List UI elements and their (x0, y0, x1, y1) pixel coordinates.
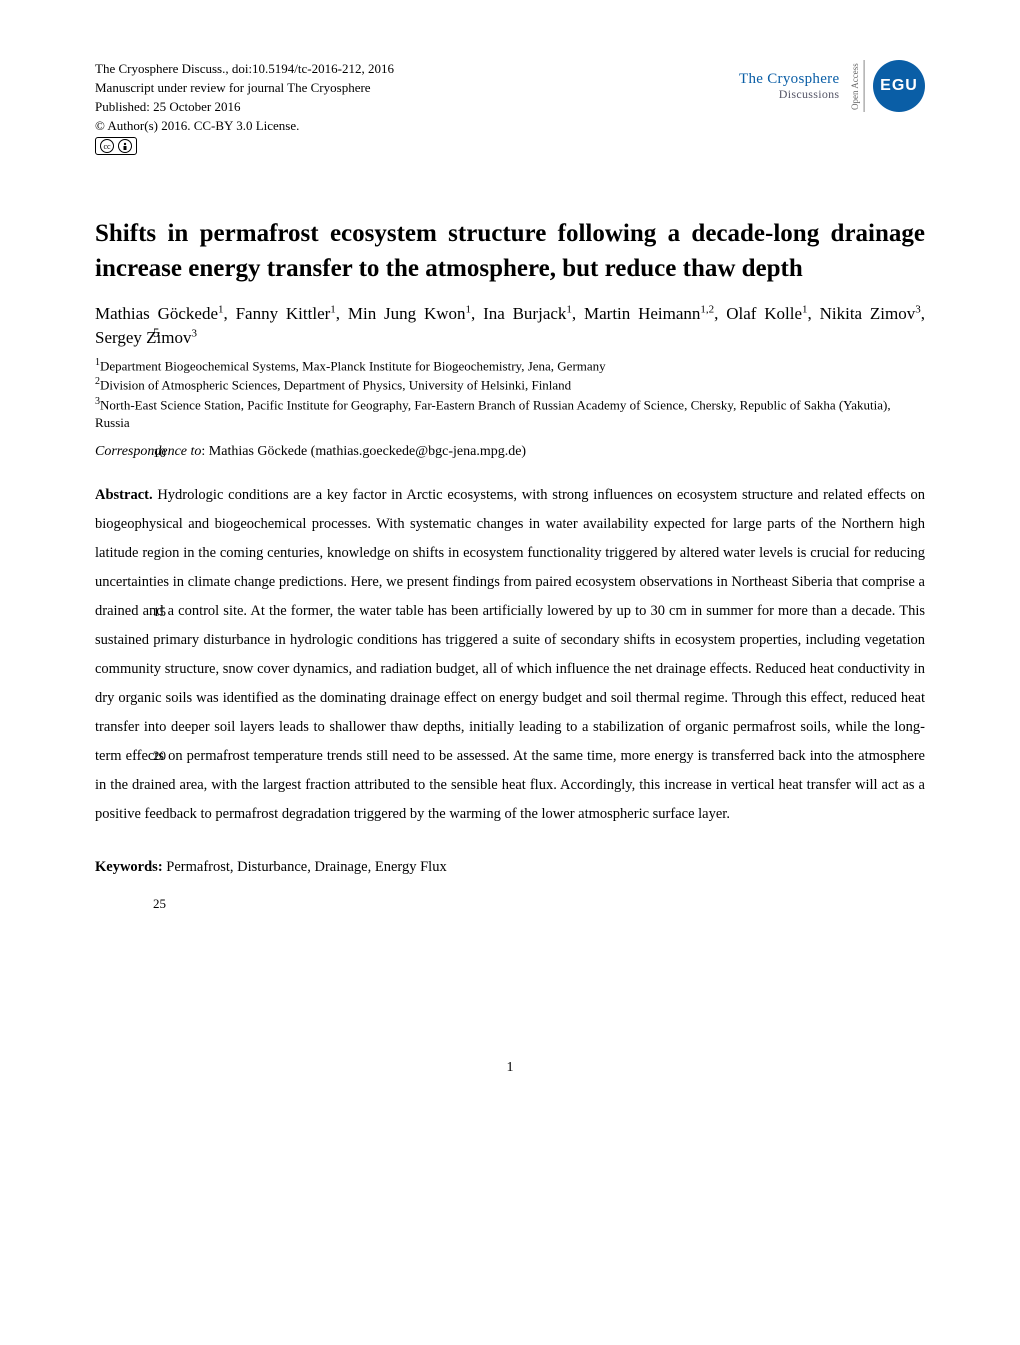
affiliation-3: 3North-East Science Station, Pacific Ins… (95, 395, 925, 432)
meta-license: © Author(s) 2016. CC-BY 3.0 License. (95, 117, 394, 136)
affiliations: 1Department Biogeochemical Systems, Max-… (95, 356, 925, 432)
abstract-text: Hydrologic conditions are a key factor i… (95, 487, 925, 822)
line-number: 10 (153, 444, 166, 462)
correspondence-label: Correspondence to (95, 444, 201, 459)
meta-review: Manuscript under review for journal The … (95, 79, 394, 98)
journal-subtitle: Discussions (739, 88, 839, 101)
line-number: 15 (153, 603, 166, 621)
paper-title: Shifts in permafrost ecosystem structure… (95, 217, 925, 286)
meta-doi: The Cryosphere Discuss., doi:10.5194/tc-… (95, 60, 394, 79)
page-number: 1 (95, 1058, 925, 1078)
keywords-label: Keywords: (95, 859, 163, 875)
journal-name: The Cryosphere (739, 71, 839, 88)
meta-published: Published: 25 October 2016 (95, 98, 394, 117)
keywords-text: Permafrost, Disturbance, Drainage, Energ… (163, 859, 447, 875)
egu-logo: EGU (873, 60, 925, 112)
by-icon (118, 139, 132, 153)
affiliation-2: 2Division of Atmospheric Sciences, Depar… (95, 375, 925, 394)
cc-license-badge: cc (95, 137, 137, 155)
abstract: Abstract. Hydrologic conditions are a ke… (95, 481, 925, 829)
authors: Mathias Göckede1, Fanny Kittler1, Min Ju… (95, 302, 925, 350)
line-number: 5 (153, 324, 160, 342)
keywords: Keywords: Permafrost, Disturbance, Drain… (95, 857, 925, 877)
correspondence: Correspondence to: Mathias Göckede (math… (95, 442, 925, 462)
document-meta: The Cryosphere Discuss., doi:10.5194/tc-… (95, 60, 394, 155)
abstract-label: Abstract. (95, 487, 153, 503)
affiliation-1: 1Department Biogeochemical Systems, Max-… (95, 356, 925, 375)
cc-icon: cc (100, 139, 114, 153)
header: The Cryosphere Discuss., doi:10.5194/tc-… (95, 60, 925, 155)
line-number: 20 (153, 747, 166, 765)
journal-badges: The Cryosphere Discussions Open Access E… (739, 60, 925, 112)
journal-title-badge: The Cryosphere Discussions (739, 71, 839, 101)
correspondence-text: : Mathias Göckede (mathias.goeckede@bgc-… (201, 444, 526, 459)
open-access-label: Open Access (847, 60, 865, 112)
line-number: 25 (153, 895, 166, 913)
